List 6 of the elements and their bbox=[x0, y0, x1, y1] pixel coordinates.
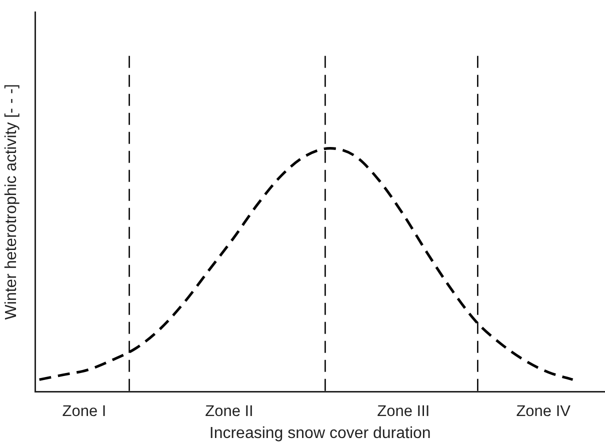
text: Zone IV bbox=[516, 403, 572, 420]
y-axis-title: Winter heterotrophic activity [- - -] bbox=[3, 84, 20, 320]
text: Zone I bbox=[62, 403, 106, 420]
text: Zone II bbox=[205, 403, 254, 420]
text: Zone III bbox=[377, 403, 430, 420]
x-axis-title: Increasing snow cover duration bbox=[209, 424, 431, 442]
